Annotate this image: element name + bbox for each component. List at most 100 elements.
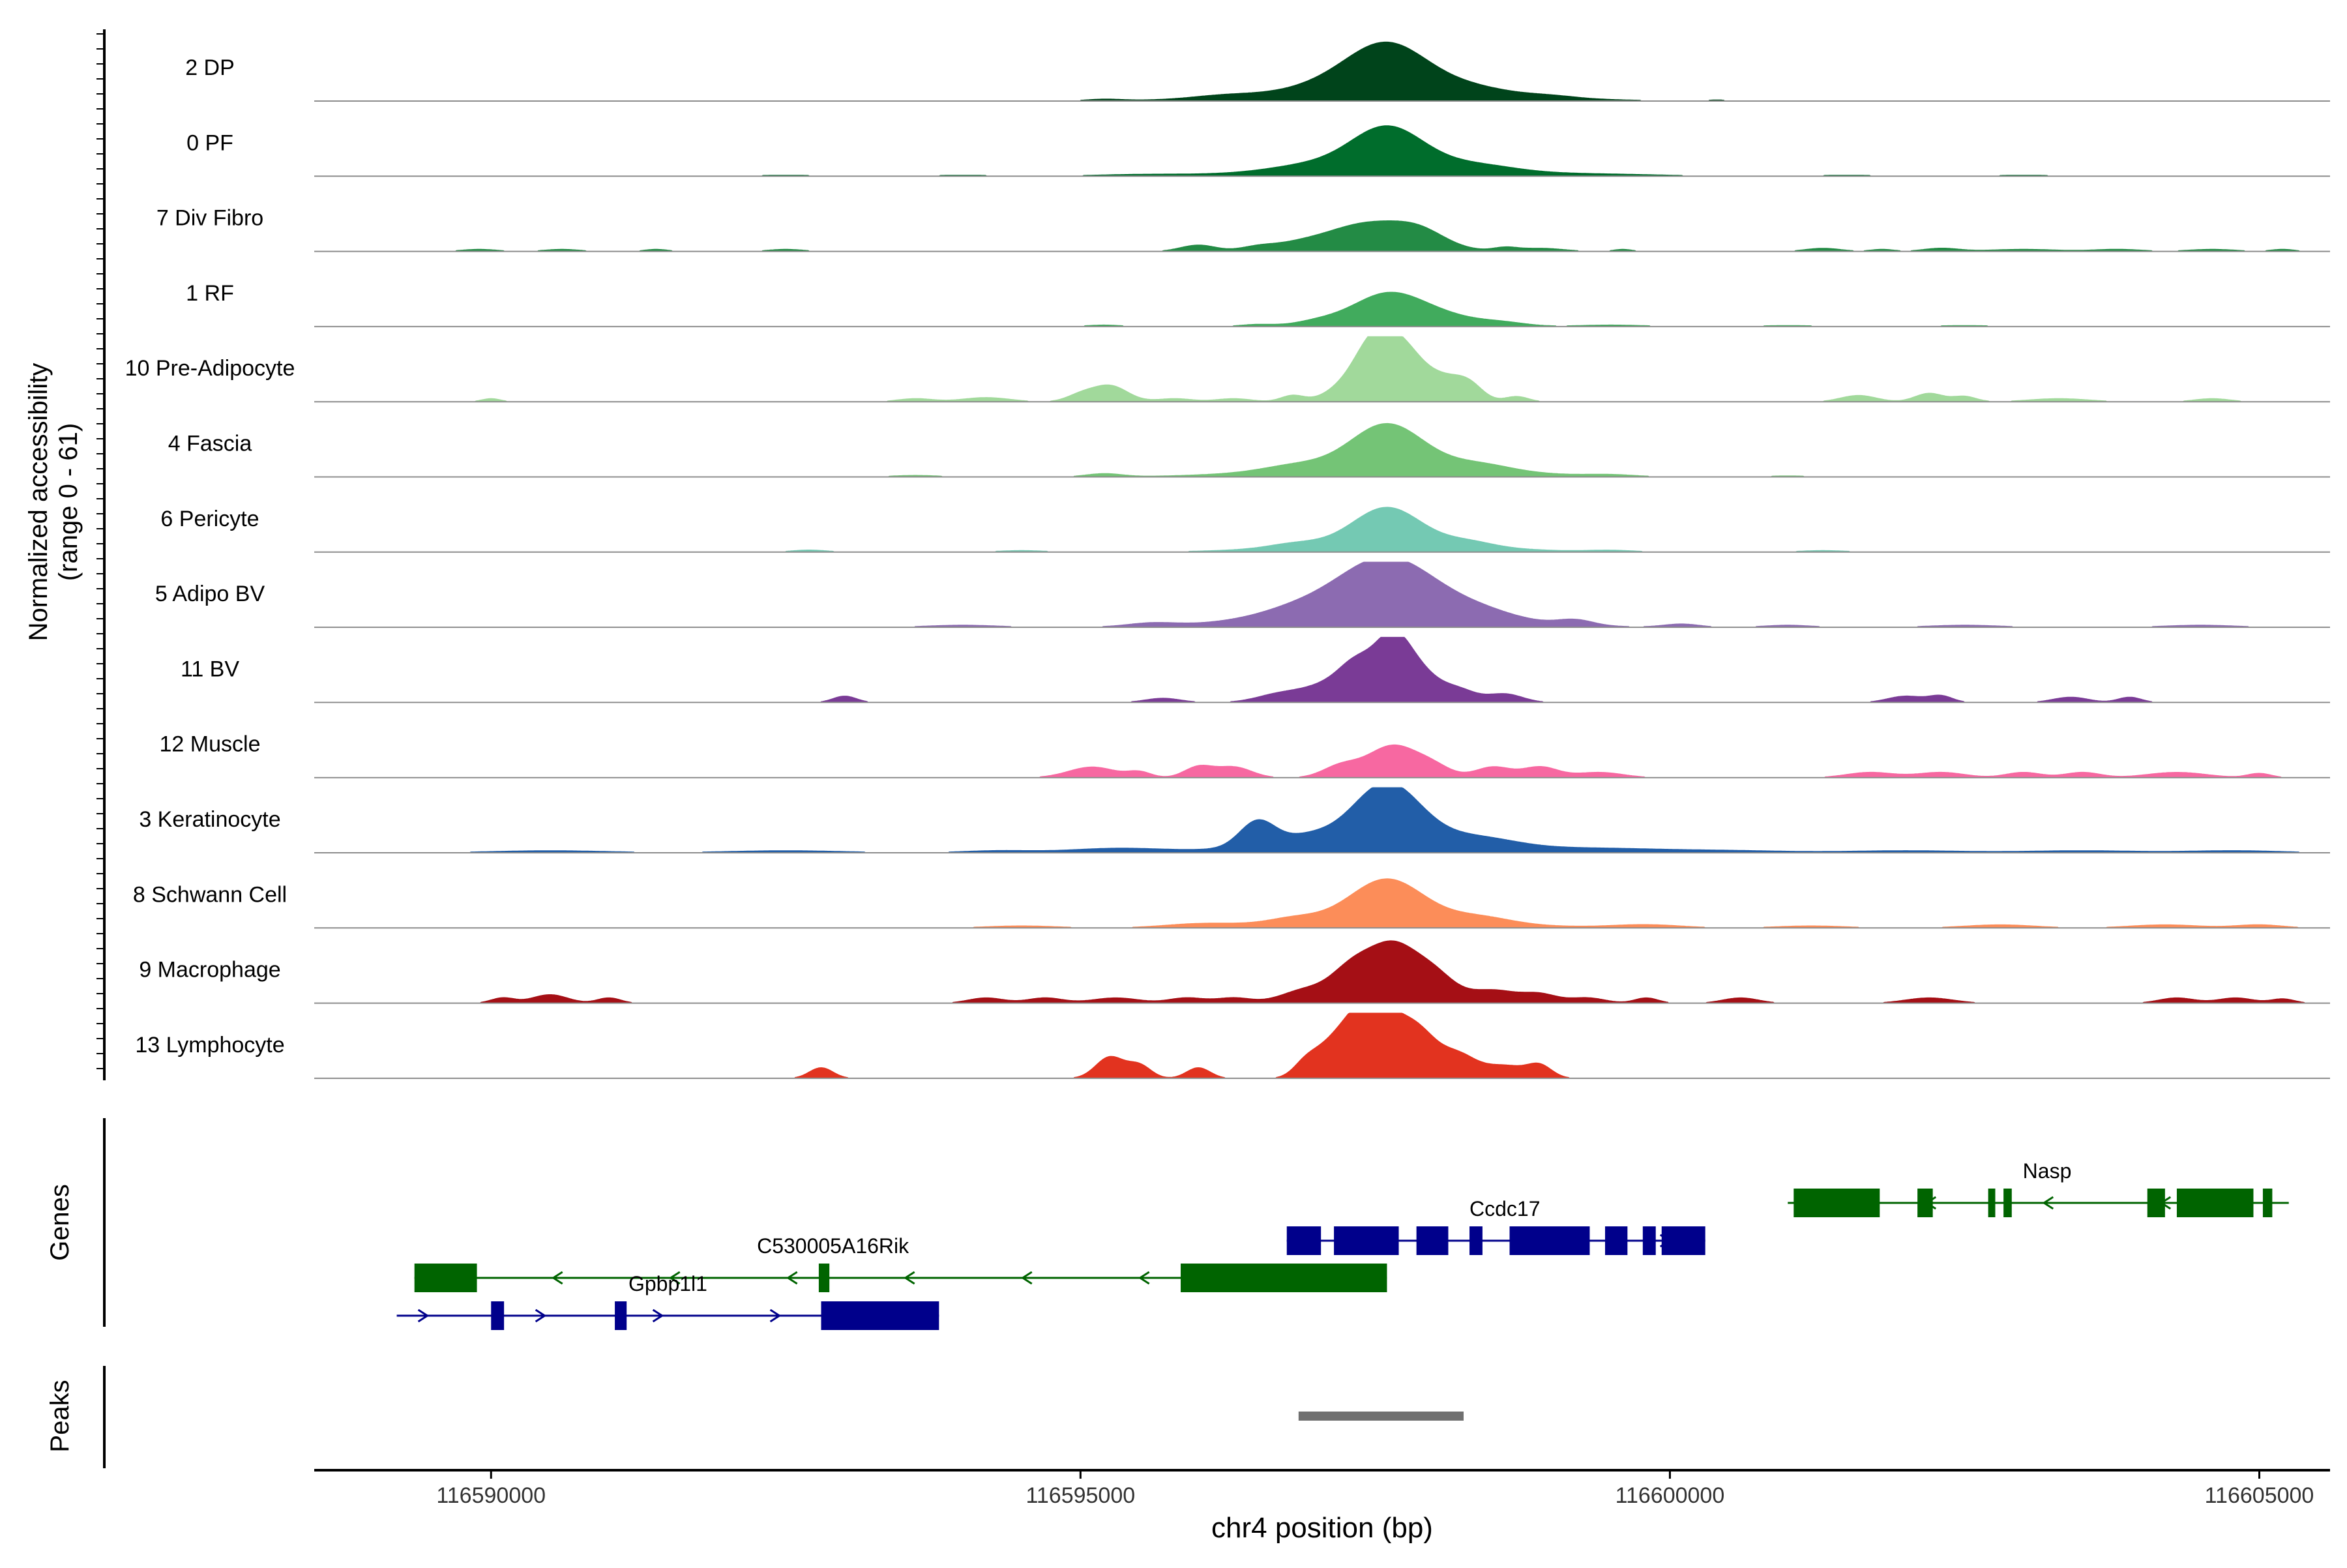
- y-axis-label-line1: Normalized accessibility: [24, 363, 53, 642]
- x-tick-label: 116600000: [1616, 1483, 1725, 1508]
- exon: [1416, 1226, 1449, 1255]
- x-axis-title: chr4 position (bp): [1211, 1512, 1433, 1544]
- x-tick-label: 116590000: [436, 1483, 546, 1508]
- exon: [1988, 1189, 1996, 1217]
- exon: [1661, 1226, 1705, 1255]
- gene-label: Gpbp1l1: [628, 1272, 707, 1295]
- strand-arrow: [903, 1271, 915, 1285]
- exon: [414, 1264, 477, 1292]
- coverage-area: [314, 41, 2330, 102]
- coverage-area: [314, 220, 2330, 252]
- strand-arrow: [1020, 1271, 1033, 1285]
- exon: [1604, 1226, 1628, 1255]
- track-label: 4 Fascia: [168, 432, 252, 456]
- coverage-area: [314, 336, 2330, 402]
- peaks-label: Peaks: [46, 1380, 74, 1452]
- exon: [1469, 1226, 1483, 1255]
- gene-label: Nasp: [2023, 1159, 2072, 1183]
- track-label: 5 Adipo BV: [155, 582, 265, 606]
- track-label: 13 Lymphocyte: [135, 1033, 284, 1058]
- track-2: 0 PF: [186, 125, 2330, 177]
- exon: [2262, 1189, 2273, 1217]
- genes-label: Genes: [46, 1184, 74, 1261]
- strand-arrow: [535, 1309, 547, 1323]
- track-4: 1 RF: [186, 281, 2330, 327]
- track-label: 6 Pericyte: [160, 507, 259, 531]
- track-label: 10 Pre-Adipocyte: [125, 356, 295, 381]
- gene-Nasp: Nasp: [1788, 1159, 2289, 1217]
- track-11: 3 Keratinocyte: [139, 787, 2330, 853]
- coverage-area: [314, 1013, 2330, 1079]
- exon: [1181, 1264, 1387, 1292]
- track-label: 7 Div Fibro: [156, 206, 263, 231]
- track-1: 2 DP: [185, 41, 2330, 102]
- gene-label: Ccdc17: [1469, 1197, 1541, 1220]
- exon: [1793, 1189, 1880, 1217]
- track-6: 4 Fascia: [168, 422, 2330, 478]
- strand-arrow: [2042, 1196, 2054, 1210]
- track-7: 6 Pericyte: [160, 507, 2330, 553]
- peaks-panel: Peaks: [46, 1366, 1464, 1468]
- y-axis-minor-ticks: [96, 33, 104, 1069]
- x-tick-label: 116595000: [1026, 1483, 1135, 1508]
- track-label: 9 Macrophage: [139, 958, 280, 983]
- track-label: 0 PF: [186, 130, 233, 155]
- strand-arrow: [786, 1271, 798, 1285]
- peak-region-bar: [1298, 1412, 1464, 1421]
- gene-Ccdc17: Ccdc17: [1286, 1197, 1705, 1255]
- track-8: 5 Adipo BV: [155, 561, 2330, 629]
- coverage-area: [314, 291, 2330, 327]
- track-14: 13 Lymphocyte: [135, 1013, 2330, 1079]
- exon: [2003, 1189, 2012, 1217]
- track-12: 8 Schwann Cell: [133, 878, 2330, 929]
- exon: [615, 1301, 627, 1330]
- track-9: 11 BV: [181, 636, 2330, 703]
- track-label: 11 BV: [181, 657, 239, 681]
- track-label: 12 Muscle: [160, 732, 261, 757]
- exon: [1286, 1226, 1321, 1255]
- track-label: 8 Schwann Cell: [133, 882, 287, 907]
- strand-arrow: [769, 1309, 782, 1323]
- x-axis-ticks: 116590000 116595000 116600000 116605000: [436, 1470, 2314, 1508]
- strand-arrow: [652, 1309, 664, 1323]
- coverage-area: [314, 507, 2330, 553]
- exon: [821, 1301, 939, 1330]
- exon: [2176, 1189, 2254, 1217]
- exon: [1917, 1189, 1933, 1217]
- coverage-area: [314, 744, 2330, 778]
- exon: [1642, 1226, 1656, 1255]
- exon: [1334, 1226, 1399, 1255]
- coverage-area: [314, 125, 2330, 177]
- track-10: 12 Muscle: [160, 732, 2330, 778]
- genes-panel: Genes Nasp Ccdc17 C530005A16Rik Gpbp1l1: [46, 1118, 2289, 1330]
- gene-C530005A16Rik: C530005A16Rik: [414, 1234, 1387, 1292]
- track-13: 9 Macrophage: [139, 940, 2330, 1004]
- track-3: 7 Div Fibro: [156, 206, 2330, 252]
- track-label: 1 RF: [186, 281, 234, 306]
- track-5: 10 Pre-Adipocyte: [125, 336, 2330, 403]
- gene-Gpbp1l1: Gpbp1l1: [396, 1272, 939, 1330]
- coverage-area: [314, 636, 2330, 703]
- strand-arrow: [551, 1271, 563, 1285]
- exon: [1509, 1226, 1590, 1255]
- y-axis-label: Normalized accessibility (range 0 - 61): [24, 363, 83, 642]
- x-tick-label: 116605000: [2205, 1483, 2314, 1508]
- exon: [2147, 1189, 2165, 1217]
- coverage-area: [314, 422, 2330, 477]
- exon: [818, 1264, 830, 1292]
- track-label: 3 Keratinocyte: [139, 807, 280, 832]
- gene-models: Nasp Ccdc17 C530005A16Rik Gpbp1l1: [396, 1159, 2289, 1330]
- exon: [491, 1301, 505, 1330]
- coverage-area: [314, 561, 2330, 628]
- strand-arrow: [668, 1271, 681, 1285]
- coverage-tracks: 2 DP 0 PF 7 Div Fibro 1 RF 10 Pre-Adipocyte 4…: [125, 41, 2330, 1079]
- track-label: 2 DP: [185, 55, 235, 80]
- coverage-area: [314, 940, 2330, 1004]
- y-axis-label-line2: (range 0 - 61): [54, 423, 83, 581]
- strand-arrow: [1138, 1271, 1150, 1285]
- gene-label: C530005A16Rik: [757, 1234, 909, 1258]
- coverage-area: [314, 878, 2330, 928]
- coverage-area: [314, 787, 2330, 853]
